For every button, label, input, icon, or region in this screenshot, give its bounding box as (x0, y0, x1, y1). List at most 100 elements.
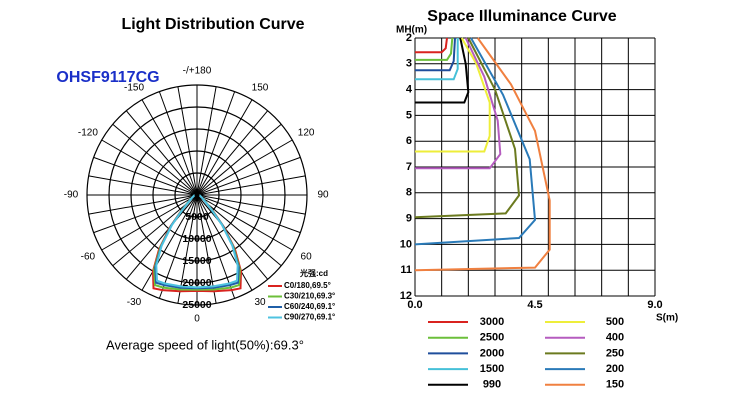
unit-label: 光强:cd (299, 268, 328, 278)
legend-label: 200 (606, 363, 624, 375)
spoke (196, 194, 236, 299)
y-tick-label: 12 (400, 290, 412, 302)
y-tick-label: 5 (406, 109, 412, 121)
spoke (196, 139, 293, 196)
illuminance-curve (414, 37, 521, 219)
spoke (196, 194, 306, 215)
chart-title: Light Distribution Curve (121, 16, 304, 33)
r-tick-label: 10000 (182, 233, 211, 245)
legend-label: 3000 (480, 316, 504, 328)
y-tick-label: 10 (400, 238, 412, 250)
ring (174, 172, 220, 218)
illuminance-curve (415, 37, 456, 72)
x-tick-label: 0.0 (407, 299, 422, 311)
ring (130, 128, 264, 262)
spoke (196, 86, 217, 196)
spoke (196, 194, 253, 291)
spoke (101, 194, 198, 251)
spoke (112, 194, 198, 267)
legend-label: C0/180,69.5° (284, 281, 331, 290)
ring (86, 84, 308, 306)
r-tick-label: 20000 (182, 277, 211, 289)
spoke (125, 110, 198, 196)
angle-tick-label: 120 (298, 128, 315, 139)
spoke (196, 194, 217, 304)
spoke (196, 156, 301, 196)
spoke (196, 99, 253, 196)
spoke (141, 194, 198, 291)
ring (108, 106, 286, 284)
x-tick-label: 9.0 (647, 299, 662, 311)
spoke (177, 86, 198, 196)
angle-tick-label: 150 (252, 82, 269, 93)
spoke (125, 194, 198, 280)
illuminance-curve (414, 37, 551, 272)
spoke (101, 139, 198, 196)
spoke (158, 91, 198, 196)
chart-title: Space Illuminance Curve (427, 8, 617, 25)
spoke (158, 194, 198, 299)
model-name: OHSF9117CG (56, 69, 159, 86)
angle-tick-label: 30 (254, 297, 266, 308)
r-tick-label: 25000 (182, 299, 211, 311)
x-axis-label: S(m) (656, 313, 678, 324)
angle-tick-label: -/+180 (183, 66, 212, 77)
angle-tick-label: -60 (81, 252, 96, 263)
y-tick-label: 8 (406, 187, 412, 199)
spoke (196, 194, 282, 267)
spoke (93, 194, 198, 234)
x-tick-label: 4.5 (527, 299, 542, 311)
illuminance-curve (415, 37, 454, 61)
spoke (196, 175, 306, 196)
angle-tick-label: -150 (124, 82, 144, 93)
y-tick-label: 7 (406, 161, 412, 173)
y-tick-label: 6 (406, 135, 412, 147)
illuminance-curve (415, 37, 470, 104)
y-tick-label: 2 (406, 32, 412, 44)
ring (152, 150, 242, 240)
legend-label: C60/240,69.1° (284, 302, 335, 311)
spoke (196, 194, 269, 280)
angle-tick-label: -30 (127, 297, 142, 308)
legend-label: 250 (606, 347, 624, 359)
spoke (93, 156, 198, 196)
legend-label: 500 (606, 316, 624, 328)
illuminance-curve (414, 37, 537, 246)
illuminance-curve (415, 37, 448, 54)
y-tick-label: 4 (406, 84, 413, 96)
spoke (196, 123, 282, 196)
spoke (196, 110, 269, 196)
illuminance-curve (415, 37, 502, 170)
intensity-curve (155, 194, 239, 289)
angle-tick-label: -90 (64, 190, 79, 201)
legend-label: C30/210,69.3° (284, 292, 335, 301)
legend-label: 2000 (480, 347, 504, 359)
illuminance-curve (415, 38, 459, 81)
footnote: Average speed of light(50%):69.3° (106, 337, 304, 352)
legend-label: C90/270,69.1° (284, 313, 335, 322)
spoke (88, 194, 198, 215)
y-tick-label: 11 (400, 264, 412, 276)
spoke (112, 123, 198, 196)
spoke (88, 175, 198, 196)
angle-tick-label: 0 (194, 314, 200, 325)
spoke (177, 194, 198, 304)
r-tick-label: 5000 (185, 211, 209, 223)
legend-label: 990 (483, 379, 501, 391)
angle-tick-label: -120 (78, 128, 98, 139)
legend-label: 150 (606, 379, 624, 391)
legend-label: 400 (606, 332, 624, 344)
r-tick-label: 0 (194, 189, 200, 201)
angle-tick-label: 60 (301, 252, 313, 263)
y-axis-label: MH(m) (396, 25, 427, 36)
spoke (141, 99, 198, 196)
legend-label: 1500 (480, 363, 504, 375)
spoke (196, 194, 293, 251)
illuminance-curve (415, 37, 491, 153)
r-tick-label: 15000 (182, 255, 211, 267)
legend-label: 2500 (480, 332, 504, 344)
spoke (196, 194, 301, 234)
y-tick-label: 9 (406, 213, 412, 225)
spoke (196, 91, 236, 196)
